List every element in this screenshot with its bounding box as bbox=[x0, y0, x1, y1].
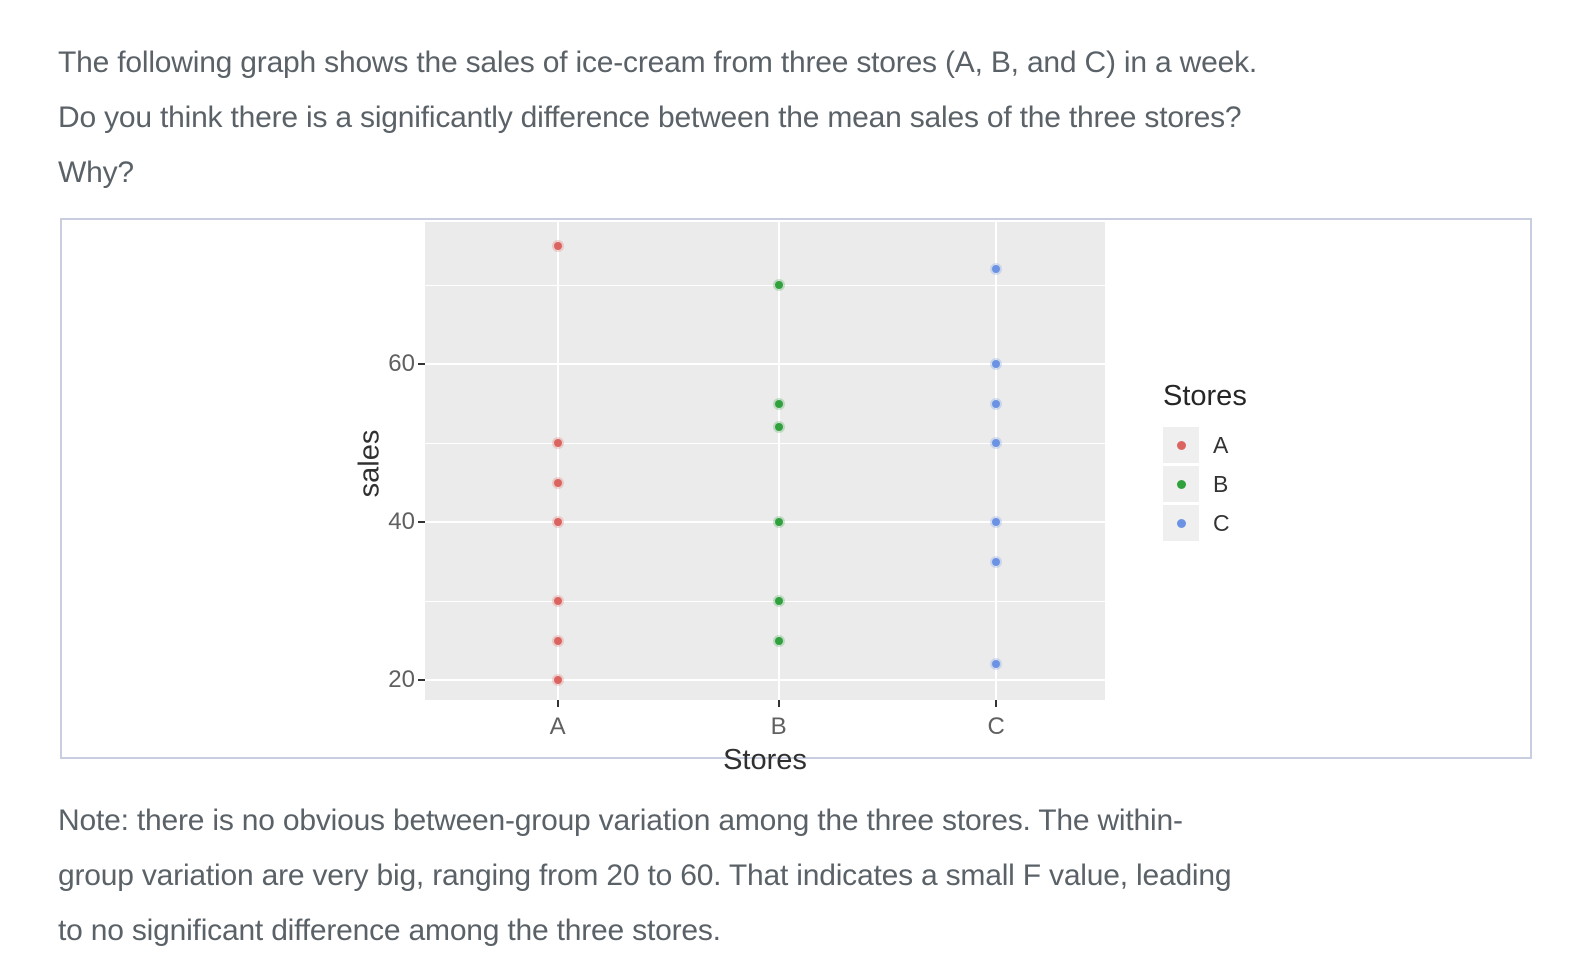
legend-title: Stores bbox=[1163, 380, 1247, 412]
note-text: Note: there is no obvious between-group … bbox=[58, 793, 1558, 958]
y-tick-mark-40 bbox=[418, 521, 425, 524]
x-tick-label-b: B bbox=[770, 713, 787, 740]
question-line: The following graph shows the sales of i… bbox=[58, 46, 1257, 79]
data-point-a-30 bbox=[553, 597, 562, 606]
x-tick-mark-b bbox=[777, 700, 780, 707]
note-line: to no significant difference among the t… bbox=[58, 914, 721, 947]
data-point-a-20 bbox=[553, 676, 562, 685]
question-text: The following graph shows the sales of i… bbox=[58, 35, 1558, 200]
major-gridline-y-60 bbox=[425, 363, 1105, 366]
legend-label-a: A bbox=[1213, 431, 1229, 458]
y-tick-label-20: 20 bbox=[388, 666, 415, 694]
note-line: Note: there is no obvious between-group … bbox=[58, 804, 1183, 837]
major-gridline-x-c bbox=[995, 222, 998, 700]
minor-gridline-y-50 bbox=[425, 442, 1105, 444]
data-point-a-50 bbox=[553, 439, 562, 448]
plot-panel bbox=[425, 222, 1105, 700]
y-tick-label-60: 60 bbox=[388, 350, 415, 378]
data-point-a-40 bbox=[553, 518, 562, 527]
data-point-c-40 bbox=[992, 518, 1001, 527]
y-tick-mark-60 bbox=[418, 363, 425, 366]
x-tick-label-a: A bbox=[549, 713, 566, 740]
major-gridline-x-a bbox=[556, 222, 559, 700]
x-axis-title: Stores bbox=[723, 744, 807, 776]
data-point-b-30 bbox=[774, 597, 783, 606]
legend-dot-c-icon bbox=[1176, 518, 1186, 528]
x-tick-label-c: C bbox=[987, 713, 1005, 740]
data-point-b-55 bbox=[774, 399, 783, 408]
data-point-c-35 bbox=[992, 557, 1001, 566]
data-point-a-45 bbox=[553, 478, 562, 487]
question-line: Why? bbox=[58, 156, 134, 189]
legend-entry-b: B bbox=[1163, 466, 1247, 502]
y-tick-mark-20 bbox=[418, 679, 425, 682]
data-point-a-25 bbox=[553, 636, 562, 645]
data-point-c-60 bbox=[992, 360, 1001, 369]
minor-gridline-y-70 bbox=[425, 284, 1105, 286]
legend-key-c bbox=[1163, 505, 1199, 541]
data-point-b-70 bbox=[774, 281, 783, 290]
data-point-a-75 bbox=[553, 241, 562, 250]
x-tick-mark-c bbox=[995, 700, 998, 707]
data-point-c-22 bbox=[992, 660, 1001, 669]
major-gridline-x-b bbox=[777, 222, 780, 700]
legend-entry-a: A bbox=[1163, 427, 1247, 463]
legend-label-b: B bbox=[1213, 470, 1229, 497]
data-point-c-72 bbox=[992, 265, 1001, 274]
data-point-b-25 bbox=[774, 636, 783, 645]
legend-label-c: C bbox=[1213, 509, 1230, 536]
minor-gridline-y-30 bbox=[425, 600, 1105, 602]
legend-key-b bbox=[1163, 466, 1199, 502]
note-line: group variation are very big, ranging fr… bbox=[58, 859, 1232, 892]
legend-dot-a-icon bbox=[1176, 440, 1186, 450]
legend-dot-b-icon bbox=[1176, 479, 1186, 489]
data-point-c-55 bbox=[992, 399, 1001, 408]
major-gridline-y-40 bbox=[425, 521, 1105, 524]
data-point-b-40 bbox=[774, 518, 783, 527]
data-point-c-50 bbox=[992, 439, 1001, 448]
question-line: Do you think there is a significantly di… bbox=[58, 101, 1242, 134]
y-tick-label-40: 40 bbox=[388, 508, 415, 536]
legend-entry-c: C bbox=[1163, 505, 1247, 541]
major-gridline-y-20 bbox=[425, 679, 1105, 682]
legend-key-a bbox=[1163, 427, 1199, 463]
data-point-b-52 bbox=[774, 423, 783, 432]
x-tick-mark-a bbox=[556, 700, 559, 707]
